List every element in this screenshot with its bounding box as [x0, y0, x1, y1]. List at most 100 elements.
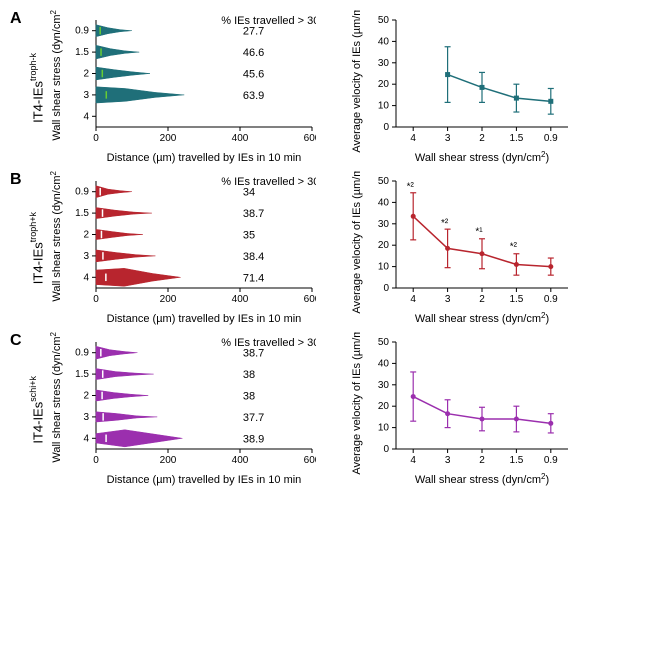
violin — [96, 87, 184, 103]
violin — [96, 208, 152, 219]
x-tick: 0.9 — [544, 455, 558, 466]
y-tick: 30 — [378, 58, 390, 69]
panel-B: BIT4-IEstroph+k02004006000.91.5234% IEs … — [10, 171, 654, 326]
y-tick: 20 — [378, 401, 390, 412]
panel-C: CIT4-IEsschi+k02004006000.91.5234% IEs t… — [10, 332, 654, 487]
marker — [514, 96, 519, 101]
violin — [96, 45, 139, 59]
pct-value: 27.7 — [243, 26, 264, 38]
x-tick: 200 — [160, 294, 177, 305]
y-tick: 0.9 — [75, 26, 89, 37]
y-tick: 40 — [378, 36, 390, 47]
x-tick: 2 — [479, 455, 485, 466]
x-tick: 0 — [93, 133, 99, 144]
x-axis-label: Distance (µm) travelled by IEs in 10 min — [107, 474, 302, 486]
x-tick: 3 — [445, 455, 451, 466]
pct-value: 38.7 — [243, 348, 264, 360]
y-tick: 1.5 — [75, 47, 89, 58]
marker — [548, 264, 553, 269]
x-tick: 1.5 — [509, 455, 523, 466]
annotation: *² — [407, 182, 415, 193]
y-tick: 20 — [378, 79, 390, 90]
y-tick: 2 — [83, 230, 89, 241]
line-plot-A: 010203040504321.50.9Wall shear stress (d… — [346, 10, 576, 165]
x-axis-label: Wall shear stress (dyn/cm2) — [415, 472, 549, 487]
y-axis-label: Average velocity of IEs (µm/min) — [351, 10, 363, 153]
y-axis-label: Wall shear stress (dyn/cm2) — [49, 171, 64, 302]
y-tick: 3 — [83, 90, 89, 101]
pct-header: % IEs travelled > 30µm — [221, 176, 316, 188]
y-tick: 1.5 — [75, 208, 89, 219]
y-axis-label: Average velocity of IEs (µm/min) — [351, 171, 363, 314]
panel-letter: B — [10, 171, 28, 189]
violin — [96, 67, 150, 80]
violin — [96, 369, 154, 380]
violin-plot-C: 02004006000.91.5234% IEs travelled > 30µ… — [46, 332, 316, 487]
marker — [445, 246, 450, 251]
x-axis-label: Wall shear stress (dyn/cm2) — [415, 150, 549, 165]
y-tick: 3 — [83, 412, 89, 423]
y-tick: 20 — [378, 240, 390, 251]
pct-value: 37.7 — [243, 412, 264, 424]
pct-value: 38.9 — [243, 433, 264, 445]
y-tick: 0.9 — [75, 187, 89, 198]
y-tick: 0 — [383, 122, 389, 133]
pct-value: 71.4 — [243, 272, 264, 284]
x-tick: 200 — [160, 133, 177, 144]
violin — [96, 268, 181, 286]
line-plot-C: 010203040504321.50.9Wall shear stress (d… — [346, 332, 576, 487]
x-tick: 1.5 — [509, 133, 523, 144]
y-tick: 10 — [378, 101, 390, 112]
violin — [96, 186, 132, 198]
x-tick: 400 — [232, 294, 249, 305]
pct-value: 38.7 — [243, 208, 264, 220]
x-tick: 4 — [410, 133, 416, 144]
marker — [514, 262, 519, 267]
x-axis-label: Distance (µm) travelled by IEs in 10 min — [107, 152, 302, 164]
x-axis-label: Distance (µm) travelled by IEs in 10 min — [107, 313, 302, 325]
marker — [514, 417, 519, 422]
x-tick: 4 — [410, 455, 416, 466]
panel-letter: A — [10, 10, 28, 28]
y-tick: 1.5 — [75, 369, 89, 380]
violin-plot-B: 02004006000.91.5234% IEs travelled > 30µ… — [46, 171, 316, 326]
violin — [96, 412, 157, 422]
y-axis-label: Average velocity of IEs (µm/min) — [351, 332, 363, 475]
marker — [480, 417, 485, 422]
y-axis-label: Wall shear stress (dyn/cm2) — [49, 332, 64, 463]
x-axis-label: Wall shear stress (dyn/cm2) — [415, 311, 549, 326]
pct-header: % IEs travelled > 30µm — [221, 337, 316, 349]
y-tick: 50 — [378, 15, 390, 26]
marker — [411, 394, 416, 399]
x-tick: 0.9 — [544, 294, 558, 305]
y-tick: 3 — [83, 251, 89, 262]
x-tick: 0 — [93, 294, 99, 305]
marker — [480, 85, 485, 90]
y-tick: 10 — [378, 262, 390, 273]
x-tick: 600 — [304, 133, 316, 144]
marker — [548, 421, 553, 426]
x-tick: 4 — [410, 294, 416, 305]
panel-letter: C — [10, 332, 28, 350]
violin — [96, 430, 182, 447]
y-tick: 4 — [83, 272, 89, 283]
annotation: *¹ — [475, 227, 483, 238]
x-tick: 2 — [479, 294, 485, 305]
marker — [411, 214, 416, 219]
y-tick: 2 — [83, 69, 89, 80]
marker — [548, 99, 553, 104]
pct-header: % IEs travelled > 30µm — [221, 15, 316, 27]
pct-value: 46.6 — [243, 47, 264, 59]
y-tick: 2 — [83, 391, 89, 402]
violin — [96, 390, 148, 401]
x-tick: 1.5 — [509, 294, 523, 305]
panel-A: AIT4-IEstroph-k02004006000.91.5234% IEs … — [10, 10, 654, 165]
y-tick: 30 — [378, 219, 390, 230]
x-tick: 3 — [445, 294, 451, 305]
y-axis-label: Wall shear stress (dyn/cm2) — [49, 10, 64, 141]
y-tick: 0 — [383, 283, 389, 294]
y-tick: 30 — [378, 380, 390, 391]
marker — [445, 72, 450, 77]
violin-plot-A: 02004006000.91.5234% IEs travelled > 30µ… — [46, 10, 316, 165]
y-tick: 40 — [378, 358, 390, 369]
